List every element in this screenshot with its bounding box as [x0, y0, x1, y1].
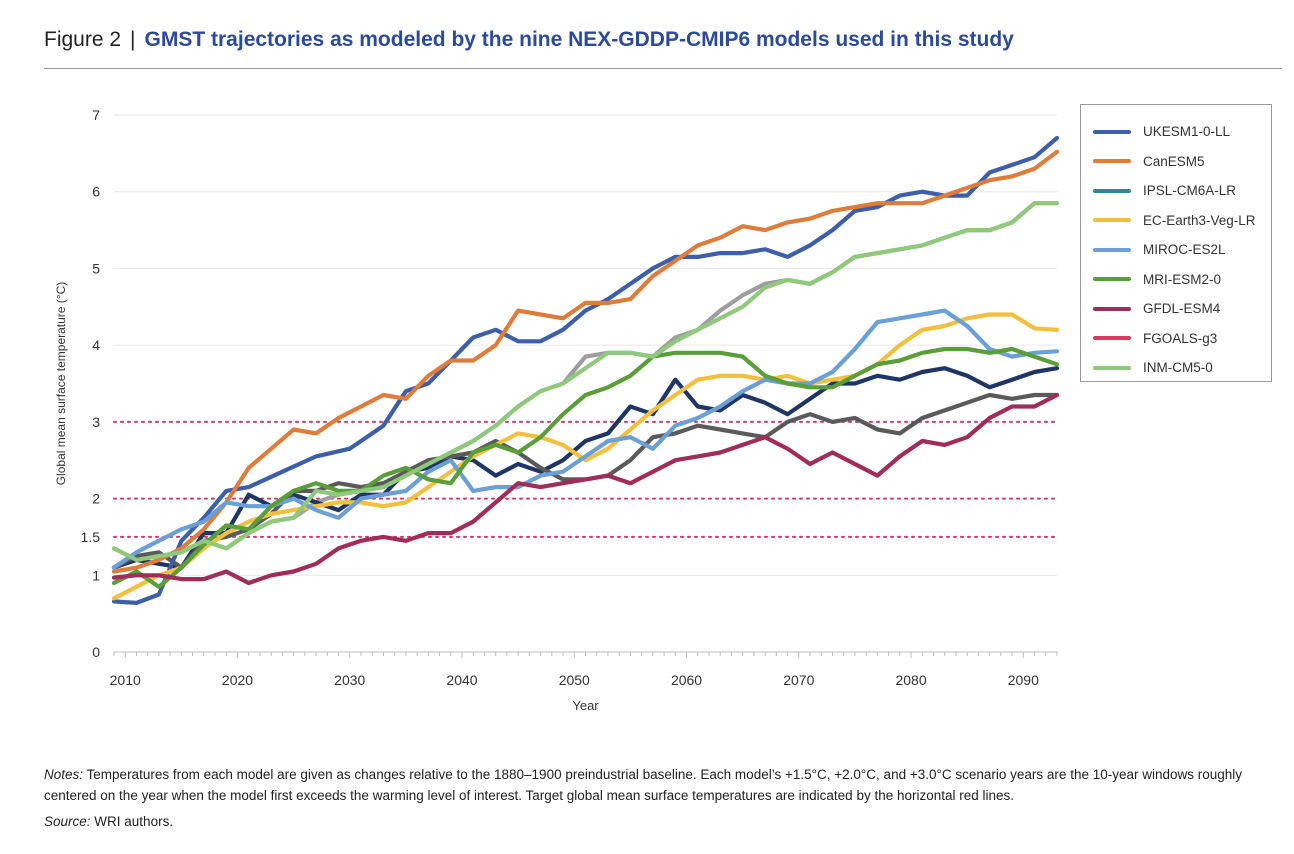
legend-swatch — [1093, 218, 1131, 223]
y-axis-title: Global mean surface temperature (°C) — [54, 282, 68, 486]
x-axis-title: Year — [572, 698, 599, 713]
legend-item: INM-CM5-0 — [1081, 353, 1271, 383]
y-tick-label: 3 — [92, 414, 100, 430]
header-rule — [44, 68, 1282, 69]
legend-swatch — [1093, 247, 1131, 252]
source-label: Source: — [44, 814, 91, 829]
legend-swatch — [1093, 277, 1131, 282]
y-tick-label: 1 — [92, 567, 100, 583]
legend-swatch — [1093, 188, 1131, 193]
gmst-line-chart: 2010 2020 2030 2040 2050 2060 2070 2080 2090 0 1 1.… — [54, 107, 1060, 713]
legend-label: GFDL-ESM4 — [1143, 301, 1221, 317]
reference-lines — [113, 420, 1058, 538]
legend-swatch — [1093, 129, 1131, 134]
legend-swatch — [1093, 159, 1131, 164]
x-tick-label: 2030 — [334, 672, 365, 688]
legend-swatch — [1093, 306, 1131, 311]
x-tick-label: 2060 — [671, 672, 702, 688]
legend-label: INM-CM5-0 — [1143, 360, 1213, 376]
series-layer — [111, 135, 1060, 606]
series-line-canesm5 — [111, 149, 1060, 574]
y-tick-label: 5 — [92, 260, 100, 276]
legend-label: MIROC-ES2L — [1143, 242, 1226, 258]
y-tick-label: 0 — [92, 644, 100, 660]
legend-label: MRI-ESM2-0 — [1143, 271, 1222, 287]
figure-title: GMST trajectories as modeled by the nine… — [144, 28, 1014, 51]
legend-item: MIROC-ES2L — [1081, 235, 1271, 265]
series-line-gfdl-esm4 — [111, 392, 1060, 586]
x-tick-label: 2040 — [446, 672, 477, 688]
legend-label: IPSL-CM6A-LR — [1143, 183, 1237, 199]
series-line-inm-cm5-0 — [111, 201, 1060, 563]
legend-label: CanESM5 — [1143, 153, 1205, 169]
legend-label: EC-Earth3-Veg-LR — [1143, 212, 1256, 228]
series-line-ec-earth3-veg-lr — [111, 312, 1060, 601]
figure-header: Figure 2 | GMST trajectories as modeled by… — [44, 28, 1014, 52]
y-tick-label: 7 — [92, 107, 100, 123]
legend-swatch — [1093, 336, 1131, 341]
header-separator: | — [130, 28, 136, 51]
x-tick-label: 2090 — [1008, 672, 1039, 688]
figure-source: Source: WRI authors. — [44, 814, 173, 829]
x-tick-label: 2070 — [783, 672, 814, 688]
notes-label: Notes: — [44, 767, 84, 782]
legend-item: UKESM1-0-LL — [1081, 117, 1271, 147]
x-tick-label: 2050 — [559, 672, 590, 688]
legend-item: EC-Earth3-Veg-LR — [1081, 206, 1271, 236]
series-line-mri-esm2-0 — [111, 346, 1060, 589]
legend-label: FGOALS-g3 — [1143, 330, 1218, 346]
x-tick-label: 2020 — [222, 672, 253, 688]
y-tick-label: 2 — [92, 491, 100, 507]
y-tick-label: 1.5 — [81, 529, 101, 545]
y-tick-label: 4 — [92, 337, 100, 353]
chart-legend: UKESM1-0-LL CanESM5 IPSL-CM6A-LR EC-Earth3-… — [1080, 104, 1272, 382]
x-tick-label: 2080 — [895, 672, 926, 688]
legend-item: FGOALS-g3 — [1081, 324, 1271, 354]
legend-label: UKESM1-0-LL — [1143, 124, 1231, 140]
axis-labels: 2010 2020 2030 2040 2050 2060 2070 2080 2090 0 1 1.… — [54, 107, 1039, 713]
figure-notes: Notes: Temperatures from each model are … — [44, 764, 1274, 806]
x-tick-label: 2010 — [110, 672, 141, 688]
y-tick-label: 6 — [92, 184, 100, 200]
axes-layer — [113, 651, 1058, 658]
source-text: WRI authors. — [94, 814, 174, 829]
legend-swatch — [1093, 365, 1131, 370]
legend-item: IPSL-CM6A-LR — [1081, 176, 1271, 206]
legend-item: GFDL-ESM4 — [1081, 294, 1271, 324]
series-line-ukesm1-0-ll — [111, 135, 1060, 606]
notes-text: Temperatures from each model are given a… — [44, 767, 1243, 803]
figure-label: Figure 2 — [44, 28, 122, 51]
legend-item: CanESM5 — [1081, 147, 1271, 177]
legend-item: MRI-ESM2-0 — [1081, 265, 1271, 295]
